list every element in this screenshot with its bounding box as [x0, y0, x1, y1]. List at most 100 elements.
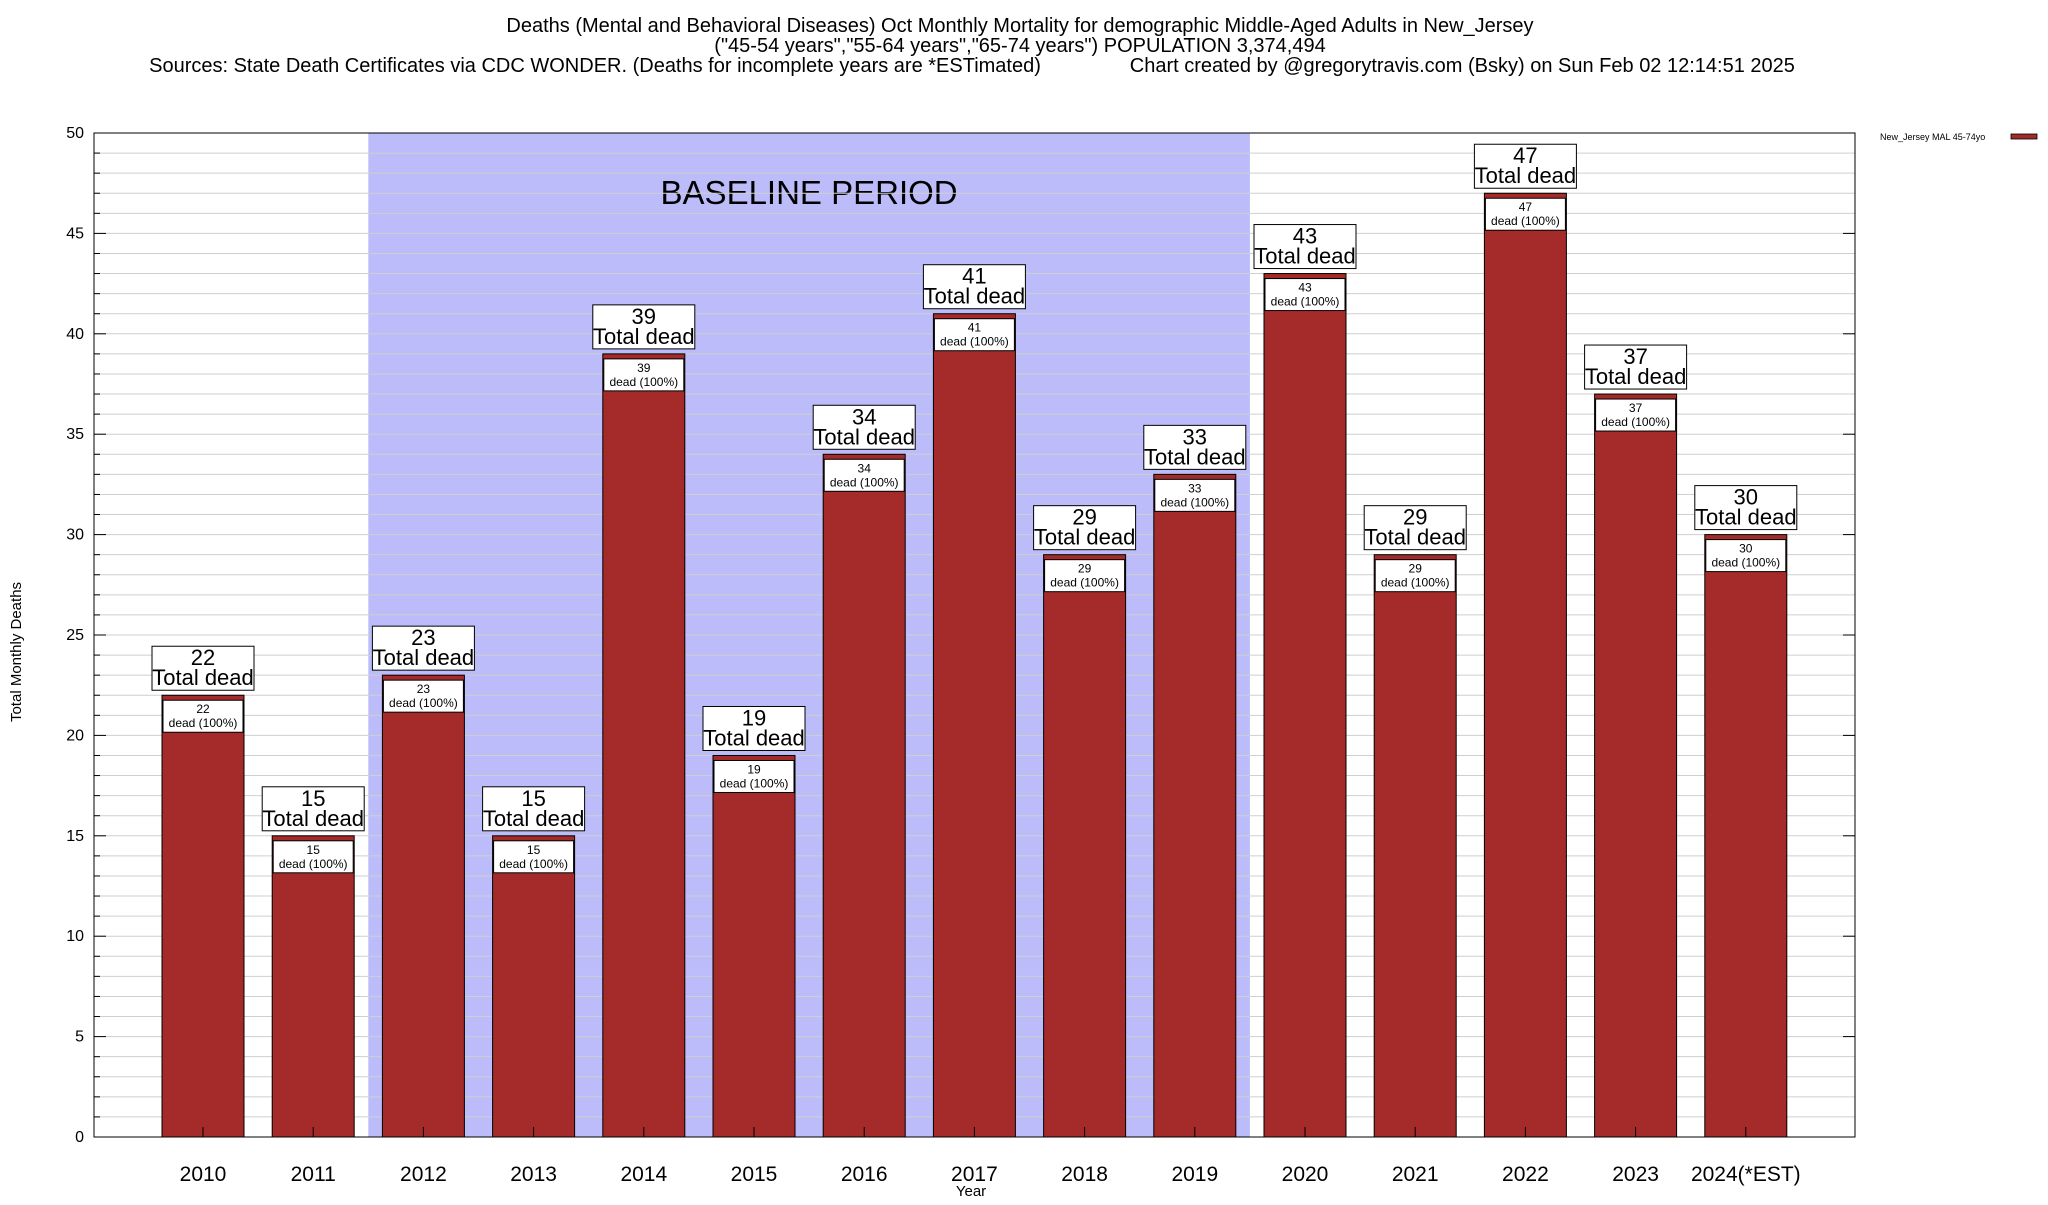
bar-inner-label-box [272, 840, 354, 874]
bar-inner-value: 39 [637, 361, 651, 375]
x-tick-label: 2013 [510, 1163, 557, 1186]
y-tick-label: 10 [66, 928, 84, 945]
bar-top-label-box [1253, 224, 1357, 270]
bar-inner-percent: dead (100%) [279, 857, 348, 871]
bar-top-label-box [1694, 485, 1798, 531]
bar-top-label-box [1033, 505, 1137, 551]
bar-top-label-box [151, 645, 255, 691]
bar-top-total: Total dead [1585, 364, 1687, 389]
chart-title-group: Deaths (Mental and Behavioral Diseases) … [149, 15, 1795, 77]
bar-inner-percent: dead (100%) [1491, 214, 1560, 228]
y-tick-label: 40 [66, 326, 84, 343]
x-tick-label: 2020 [1282, 1163, 1329, 1186]
bar-2024(*EST) [1704, 534, 1788, 1138]
bar-2022 [1483, 192, 1567, 1138]
bar-top-total: Total dead [813, 424, 915, 449]
bar-top-label-box [1584, 344, 1688, 390]
bar-inner-percent: dead (100%) [499, 857, 568, 871]
bar-top-total: Total dead [924, 284, 1026, 309]
x-tick-label: 2022 [1502, 1163, 1549, 1186]
bar-inner-value: 19 [747, 762, 761, 776]
bar-top-value: 19 [742, 705, 766, 730]
x-tick-label: 2012 [400, 1163, 447, 1186]
bar-2017 [932, 313, 1016, 1138]
bar-inner-value: 29 [1078, 562, 1092, 576]
x-tick-label: 2021 [1392, 1163, 1439, 1186]
bar-inner-label-box [162, 699, 244, 733]
baseline-period-label: BASELINE PERIOD [661, 174, 958, 211]
bar-top-value: 47 [1513, 143, 1537, 168]
bar-inner-percent: dead (100%) [720, 776, 789, 790]
bar-2011 [271, 835, 355, 1138]
bar-inner-value: 34 [858, 461, 872, 475]
bar-2016 [822, 453, 906, 1138]
y-axis-title: Total Monthly Deaths [8, 582, 25, 722]
x-tick-label: 2014 [620, 1163, 667, 1186]
bar-inner-percent: dead (100%) [1160, 495, 1229, 509]
x-axis-title: Year [956, 1183, 986, 1200]
bar-top-label-box [702, 705, 806, 751]
bar-2014 [602, 353, 686, 1138]
bar-top-value: 30 [1734, 485, 1758, 510]
bar-inner-label-box [1705, 539, 1787, 573]
bar-top-total: Total dead [593, 324, 695, 349]
bar-inner-value: 37 [1629, 401, 1643, 415]
bar-inner-percent: dead (100%) [389, 696, 458, 710]
y-tick-label: 5 [75, 1029, 84, 1046]
bar-top-value: 34 [852, 404, 876, 429]
bar-inner-value: 22 [196, 702, 210, 716]
bar-top-label-box [482, 786, 586, 832]
chart-title-line-1: Deaths (Mental and Behavioral Diseases) … [506, 15, 1533, 37]
x-tick-label: 2023 [1612, 1163, 1659, 1186]
bar-top-value: 37 [1623, 344, 1647, 369]
bar-2013 [492, 835, 576, 1138]
bar-inner-percent: dead (100%) [1271, 295, 1340, 309]
bar-2018 [1043, 554, 1127, 1138]
bar-top-label-box [371, 625, 475, 671]
bar-top-value: 15 [521, 786, 545, 811]
x-tick-label: 2018 [1061, 1163, 1108, 1186]
bar-top-value: 29 [1403, 505, 1427, 530]
x-tick-label: 2015 [731, 1163, 778, 1186]
bar-inner-value: 43 [1298, 281, 1312, 295]
bar-inner-label-box [1154, 478, 1236, 512]
bar-2023 [1594, 393, 1678, 1138]
bar-inner-percent: dead (100%) [609, 375, 678, 389]
bar-inner-value: 33 [1188, 481, 1202, 495]
bar-inner-percent: dead (100%) [1711, 556, 1780, 570]
legend-label: New_Jersey MAL 45-74yo [1880, 132, 1985, 142]
bar-inner-label-box [1484, 197, 1566, 231]
bar-top-label-box [922, 264, 1026, 310]
bar-inner-percent: dead (100%) [940, 335, 1009, 349]
bar-inner-label-box [1595, 398, 1677, 432]
bar-inner-value: 41 [968, 321, 982, 335]
bar-top-total: Total dead [1034, 525, 1136, 550]
bar-inner-percent: dead (100%) [830, 475, 899, 489]
y-tick-label: 30 [66, 527, 84, 544]
bar-inner-value: 23 [417, 682, 431, 696]
y-tick-label: 45 [66, 225, 84, 242]
bar-inner-label-box [1264, 278, 1346, 312]
bar-top-value: 43 [1293, 224, 1317, 249]
bar-top-total: Total dead [262, 806, 364, 831]
bar-top-total: Total dead [1254, 244, 1356, 269]
bar-2020 [1263, 273, 1347, 1138]
bar-inner-value: 15 [527, 843, 541, 857]
bar-top-label-box [1363, 505, 1467, 551]
bar-inner-label-box [933, 318, 1015, 352]
bar-top-total: Total dead [152, 665, 254, 690]
chart-title-line-2: ("45-54 years","55-64 years","65-74 year… [714, 35, 1325, 57]
bar-top-value: 41 [962, 264, 986, 289]
plot-border [93, 132, 1856, 1138]
bar-inner-value: 15 [307, 843, 321, 857]
bar-top-total: Total dead [1144, 444, 1246, 469]
y-tick-label: 20 [66, 727, 84, 744]
bar-inner-label-box [823, 458, 905, 492]
y-tick-label: 50 [66, 125, 84, 142]
bar-top-value: 15 [301, 786, 325, 811]
bar-inner-label-box [493, 840, 575, 874]
bar-top-value: 23 [411, 625, 435, 650]
bar-top-total: Total dead [1364, 525, 1466, 550]
